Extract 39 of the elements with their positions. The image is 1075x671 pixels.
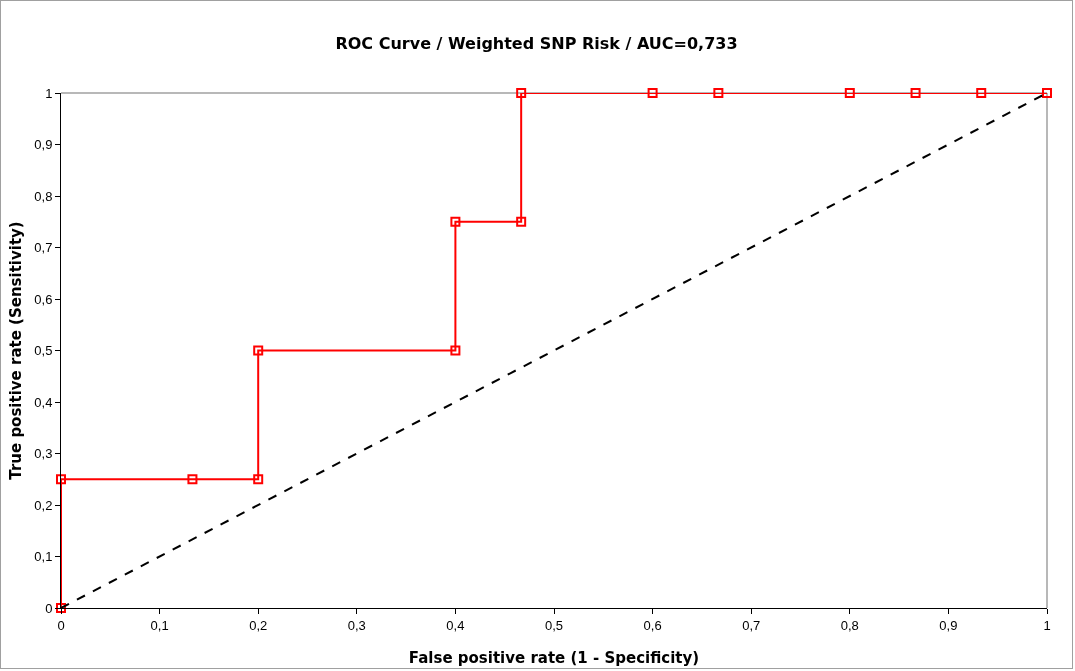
point [516, 216, 527, 227]
x-tick-label: 1 [1043, 617, 1051, 633]
y-tick-label: 0,2 [34, 497, 53, 513]
y-tick-label: 0,8 [34, 188, 53, 204]
y-axis-title: True positive rate (Sensitivity) [7, 221, 25, 480]
x-tick-label: 0,6 [643, 617, 662, 633]
y-tick-label: 0 [45, 600, 53, 616]
point [187, 474, 198, 485]
y-tick-label: 0,1 [34, 549, 53, 565]
x-tick-label: 0,2 [249, 617, 268, 633]
point [56, 474, 66, 485]
point [253, 345, 264, 356]
point [844, 88, 855, 98]
y-tick-label: 0,3 [34, 446, 53, 462]
x-tick-label: 0,7 [742, 617, 761, 633]
x-tick-label: 0,8 [840, 617, 859, 633]
x-tick-label: 0,5 [544, 617, 564, 633]
x-tick-label: 0,3 [347, 617, 366, 633]
point [516, 88, 527, 98]
point [647, 88, 658, 98]
x-axis-title: False positive rate (1 - Specificity) [408, 649, 700, 667]
y-tick-label: 0,6 [34, 291, 53, 307]
x-tick-label: 0 [57, 617, 65, 633]
y-tick-label: 0,9 [34, 137, 53, 153]
point [1042, 88, 1052, 98]
point [253, 474, 264, 485]
chart-title: ROC Curve / Weighted SNP Risk / AUC=0,733 [335, 33, 738, 53]
y-tick-label: 0,4 [34, 394, 53, 410]
x-tick-label: 0,4 [446, 617, 465, 633]
point [450, 345, 461, 356]
point [450, 216, 461, 227]
point [910, 88, 921, 98]
y-tick-label: 0,7 [34, 240, 53, 256]
point [976, 88, 987, 98]
x-tick-label: 0,1 [150, 617, 169, 633]
y-tick-label: 0,5 [34, 343, 53, 359]
point [713, 88, 724, 98]
x-tick-label: 0,9 [939, 617, 958, 633]
y-tick-label: 1 [45, 85, 53, 101]
